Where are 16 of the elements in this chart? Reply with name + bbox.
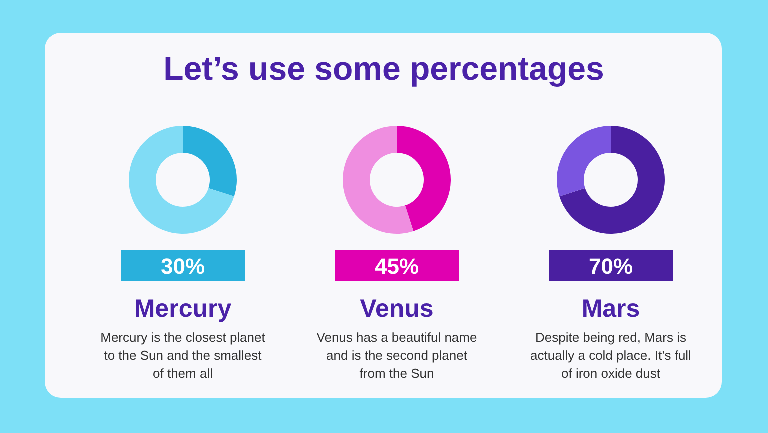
donut-slice bbox=[560, 126, 665, 234]
text: Venus bbox=[360, 295, 434, 323]
text: Let’s use some percentages bbox=[164, 50, 604, 87]
donut-slice bbox=[183, 126, 237, 197]
text: 45% bbox=[374, 254, 420, 279]
text: Venus has a beautiful name and is the second planet from the Sun bbox=[316, 330, 478, 381]
donut-slice bbox=[557, 126, 611, 197]
donut-slice bbox=[343, 126, 414, 234]
donut-slice bbox=[129, 126, 234, 234]
text: Mercury bbox=[134, 295, 232, 323]
donut-slice bbox=[397, 126, 451, 232]
text: Despite being red, Mars is actually a cold place. It’s full of iron oxide dust bbox=[530, 330, 692, 381]
text: 70% bbox=[588, 254, 634, 279]
text: Mercury is the closest planet to the Sun and the smallest of them all bbox=[100, 330, 266, 381]
text: 30% bbox=[160, 254, 206, 279]
text: Mars bbox=[582, 295, 640, 323]
